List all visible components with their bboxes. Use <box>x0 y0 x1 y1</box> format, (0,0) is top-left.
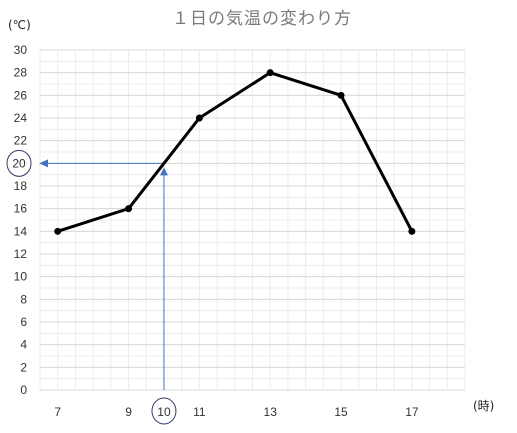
y-tick-label-14: 14 <box>14 224 28 238</box>
data-point-15 <box>337 91 345 99</box>
x-tick-label-15: 15 <box>334 405 348 419</box>
y-tick-label-10: 10 <box>14 270 28 284</box>
y-tick-label-2: 2 <box>20 360 27 374</box>
temperature-series <box>54 69 416 235</box>
x-tick-label-11: 11 <box>193 405 206 419</box>
x-tick-label-10: 10 <box>157 405 171 419</box>
circled-y-value-ring <box>6 149 32 177</box>
y-tick-label-26: 26 <box>14 88 28 102</box>
y-tick-label-22: 22 <box>14 134 28 148</box>
data-point-11 <box>195 114 203 122</box>
x-tick-label-13: 13 <box>264 405 278 419</box>
y-tick-label-18: 18 <box>14 179 28 193</box>
minor-gridlines <box>39 49 466 391</box>
x-tick-label-17: 17 <box>405 405 419 419</box>
y-tick-label-24: 24 <box>14 111 28 125</box>
y-tick-label-28: 28 <box>14 66 28 80</box>
x-tick-label-9: 9 <box>125 405 132 419</box>
y-tick-label-30: 30 <box>14 43 28 57</box>
horizontal-arrowhead <box>39 159 48 168</box>
data-point-7 <box>54 227 62 235</box>
y-tick-label-6: 6 <box>20 315 27 329</box>
data-point-17 <box>408 227 416 235</box>
data-point-9 <box>125 205 133 213</box>
major-gridlines <box>40 49 465 391</box>
vertical-arrowhead <box>159 167 168 176</box>
temperature-line <box>57 71 414 233</box>
y-tick-label-4: 4 <box>20 338 27 352</box>
x-tick-label-7: 7 <box>54 405 61 419</box>
y-tick-label-12: 12 <box>14 247 28 261</box>
x-axis-tick-labels: 7 9 11 13 15 17 <box>54 405 419 419</box>
circled-x-value-ring <box>151 397 177 425</box>
data-point-13 <box>266 69 274 77</box>
x-axis-unit-label: (時) <box>473 399 494 413</box>
chart-title: １日の気温の変わり方 <box>172 9 352 29</box>
y-axis-unit-label: (℃) <box>8 18 31 32</box>
y-tick-label-0: 0 <box>20 383 27 397</box>
y-tick-label-16: 16 <box>14 202 28 216</box>
y-tick-label-8: 8 <box>20 292 27 306</box>
y-tick-label-20: 20 <box>12 156 26 170</box>
